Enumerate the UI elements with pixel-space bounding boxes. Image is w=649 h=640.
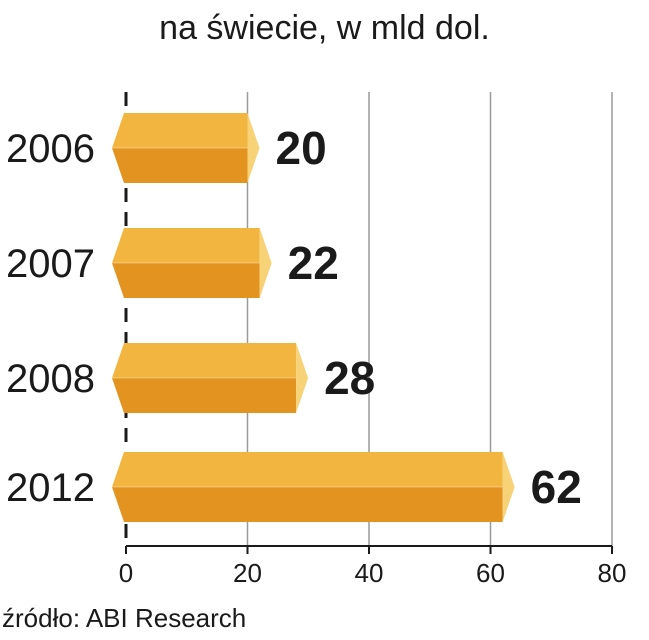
x-tick-label: 20 bbox=[233, 558, 262, 588]
x-tick-label: 60 bbox=[476, 558, 505, 588]
bar-tip bbox=[296, 343, 309, 413]
x-tick-label: 80 bbox=[598, 558, 627, 588]
chart-title: na świecie, w mld dol. bbox=[159, 9, 490, 47]
bar-2007 bbox=[112, 228, 272, 298]
bar-layer bbox=[112, 113, 515, 522]
bar-top-face bbox=[112, 452, 503, 487]
bar-bottom-face bbox=[112, 487, 503, 522]
bar-2012 bbox=[112, 452, 515, 522]
bar-bottom-face bbox=[112, 148, 248, 183]
value-label: 20 bbox=[276, 122, 327, 174]
bar-tip bbox=[502, 452, 515, 522]
category-label: 2012 bbox=[6, 466, 95, 510]
tick-layer: 0 20 40 60 80 bbox=[119, 546, 627, 588]
bar-bottom-face bbox=[112, 263, 260, 298]
bar-top-face bbox=[112, 343, 297, 378]
bar-2006 bbox=[112, 113, 260, 183]
value-label: 22 bbox=[288, 237, 339, 289]
value-label: 28 bbox=[324, 352, 375, 404]
bar-tip bbox=[247, 113, 260, 183]
source-note: źródło: ABI Research bbox=[2, 603, 247, 633]
x-tick-label: 40 bbox=[355, 558, 384, 588]
value-label: 62 bbox=[531, 461, 582, 513]
category-label: 2007 bbox=[6, 242, 95, 286]
label-layer: 2006 20 2007 22 2008 28 2012 62 bbox=[6, 122, 582, 513]
bar-bottom-face bbox=[112, 378, 297, 413]
bar-top-face bbox=[112, 113, 248, 148]
bar-top-face bbox=[112, 228, 260, 263]
category-label: 2006 bbox=[6, 127, 95, 171]
x-tick-label: 0 bbox=[119, 558, 133, 588]
bar-2008 bbox=[112, 343, 309, 413]
category-label: 2008 bbox=[6, 357, 95, 401]
bar-tip bbox=[259, 228, 272, 298]
